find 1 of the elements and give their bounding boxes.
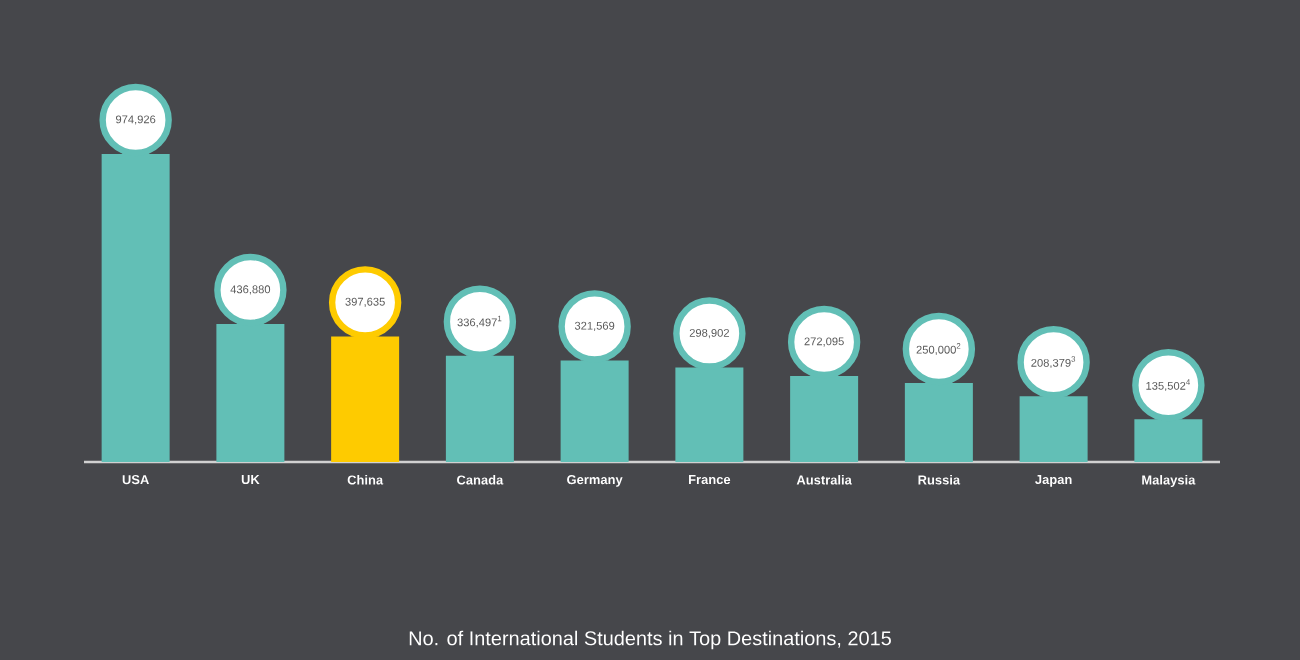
text: No. of International Students in Top Destinations, 2015 (409, 630, 891, 650)
